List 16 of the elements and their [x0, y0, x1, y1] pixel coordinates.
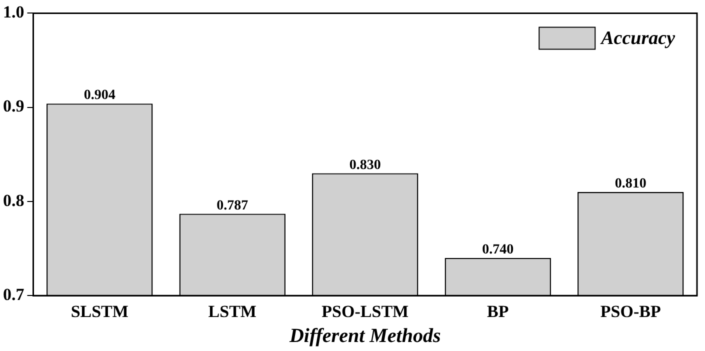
x-tick-label: PSO-LSTM — [322, 302, 409, 322]
y-tick-label: 0.8 — [3, 190, 24, 210]
x-axis-title: Different Methods — [288, 325, 441, 348]
x-tick-label: BP — [487, 302, 509, 322]
data-label: 0.810 — [614, 176, 646, 192]
x-tick-label: LSTM — [208, 302, 256, 322]
x-tick-label: SLSTM — [70, 302, 128, 322]
data-label: 0.904 — [84, 88, 116, 104]
y-tick-label: 1.0 — [3, 2, 24, 22]
legend-label: Accuracy — [600, 28, 676, 50]
y-tick-label: 0.7 — [3, 284, 25, 304]
data-label: 0.740 — [482, 242, 514, 258]
y-tick-label: 0.9 — [3, 96, 24, 116]
data-label: 0.830 — [349, 158, 381, 173]
data-label: 0.787 — [216, 198, 248, 214]
x-tick-label: PSO-BP — [600, 302, 661, 322]
